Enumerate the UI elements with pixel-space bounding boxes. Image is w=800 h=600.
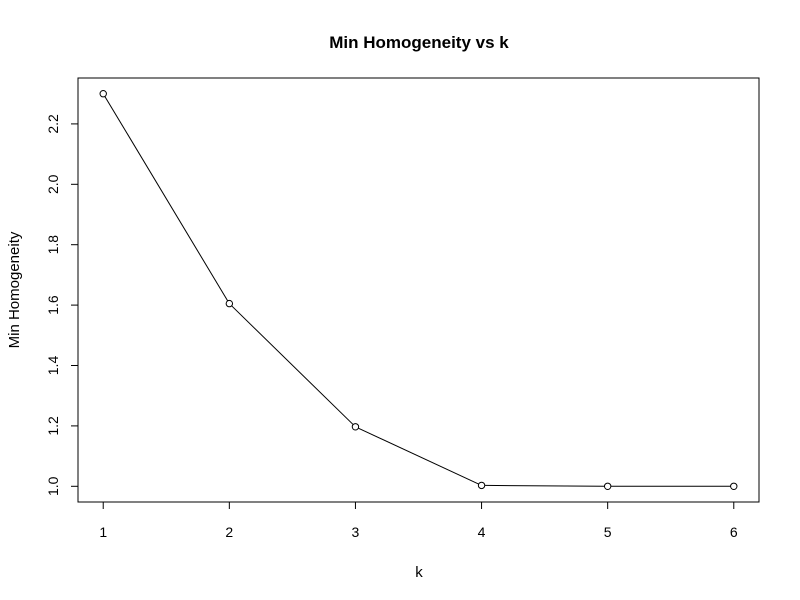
x-tick-label: 3 <box>352 524 360 540</box>
data-point <box>225 299 234 308</box>
x-tick-label: 2 <box>225 524 233 540</box>
y-tick-label: 2.0 <box>45 174 61 194</box>
series-line-segment <box>358 427 479 485</box>
x-axis: 1 2 3 4 5 6 <box>99 501 738 540</box>
y-tick-label: 1.4 <box>45 356 61 376</box>
series-line-segment <box>484 484 605 487</box>
x-tick-label: 6 <box>730 524 738 540</box>
data-point <box>603 482 612 490</box>
y-axis: 1.0 1.2 1.4 1.6 1.8 2.0 2.2 <box>45 114 79 496</box>
data-point <box>99 90 107 98</box>
y-tick-label: 1.8 <box>45 235 61 255</box>
data-point <box>730 482 738 490</box>
y-axis-label: Min Homogeneity <box>6 231 23 348</box>
series-points-group <box>99 90 738 490</box>
x-tick-label: 5 <box>604 524 612 540</box>
series-line-group <box>104 96 731 487</box>
series-line-segment <box>104 96 229 302</box>
x-tick-label: 1 <box>99 524 107 540</box>
y-tick-label: 1.2 <box>45 416 61 436</box>
series-line-segment <box>231 305 354 425</box>
data-point <box>351 423 360 431</box>
data-point <box>477 481 486 490</box>
chart-title: Min Homogeneity vs k <box>329 33 509 52</box>
x-axis-label: k <box>415 564 423 581</box>
y-tick-label: 1.6 <box>45 295 61 315</box>
y-tick-label: 1.0 <box>45 476 61 496</box>
y-tick-label: 2.2 <box>45 114 61 134</box>
x-tick-label: 4 <box>478 524 486 540</box>
